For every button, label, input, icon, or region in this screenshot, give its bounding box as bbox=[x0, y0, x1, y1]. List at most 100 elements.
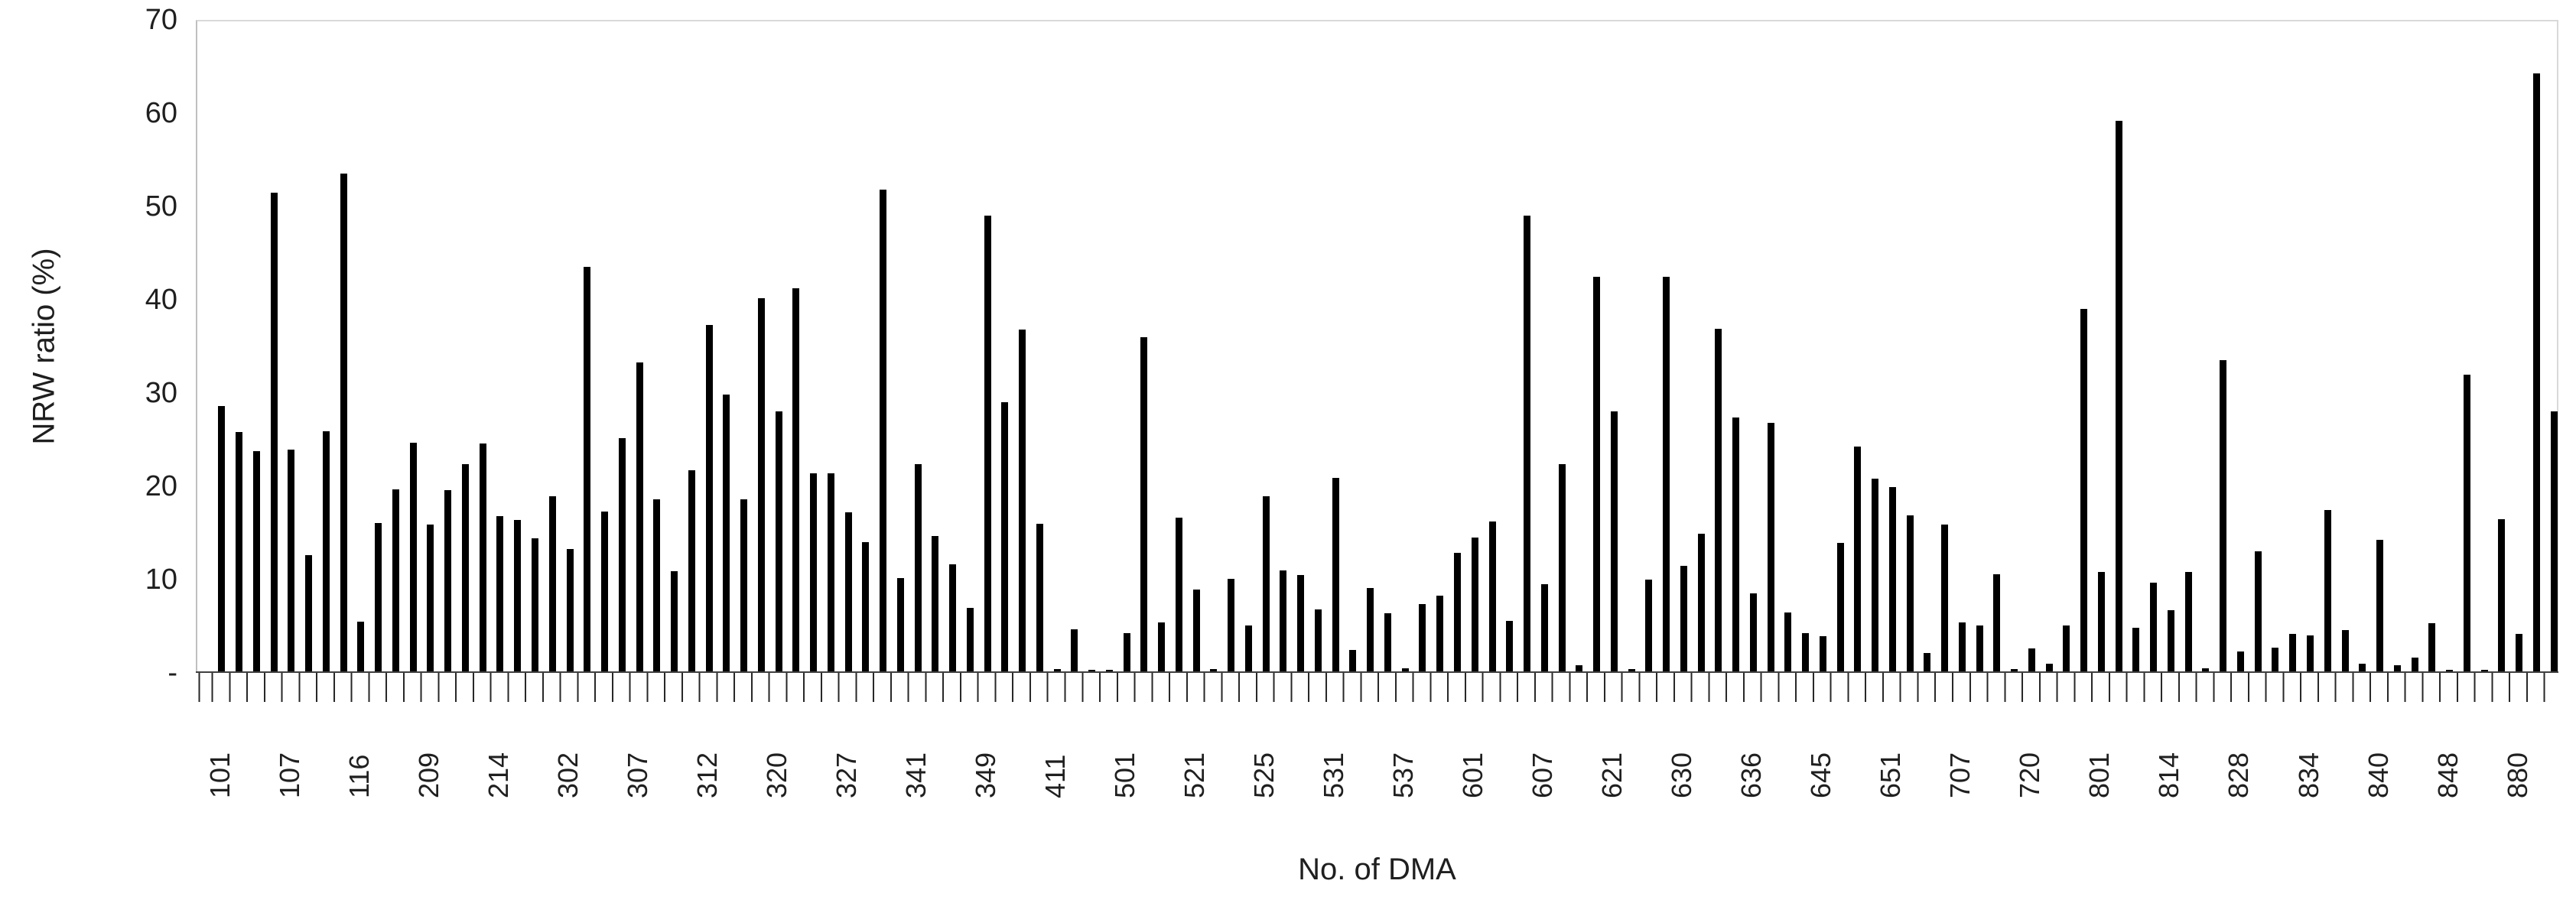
bar bbox=[2307, 635, 2314, 673]
bar bbox=[236, 432, 243, 673]
bar bbox=[636, 362, 643, 673]
bar bbox=[1645, 580, 1653, 673]
bar bbox=[2428, 623, 2436, 673]
x-axis-tick-marks bbox=[196, 673, 2558, 702]
bar bbox=[1576, 665, 1583, 673]
bar bbox=[966, 607, 974, 673]
bar bbox=[1349, 649, 1357, 673]
bar bbox=[2150, 582, 2158, 673]
bar bbox=[2097, 572, 2105, 673]
bar bbox=[827, 473, 834, 673]
bar bbox=[548, 496, 556, 673]
bar bbox=[1524, 216, 1531, 673]
bar bbox=[2411, 658, 2418, 673]
x-tick-label: 525 bbox=[1248, 752, 1280, 798]
bar bbox=[1401, 668, 1409, 673]
bar bbox=[340, 174, 347, 673]
x-tick-label: 341 bbox=[900, 752, 932, 798]
x-tick-label: 840 bbox=[2362, 752, 2394, 798]
bar bbox=[1924, 653, 1931, 673]
bar bbox=[1436, 595, 1444, 673]
bar bbox=[653, 499, 661, 673]
bar bbox=[1001, 402, 1009, 673]
y-tick-label: 60 bbox=[145, 97, 177, 129]
bar bbox=[757, 297, 765, 673]
bar bbox=[2498, 518, 2506, 673]
x-tick-label: 630 bbox=[1666, 752, 1698, 798]
bar bbox=[2341, 629, 2349, 673]
bar bbox=[2463, 374, 2470, 673]
bar bbox=[1454, 552, 1461, 673]
bar bbox=[1872, 479, 1879, 673]
bar bbox=[896, 577, 904, 673]
bar bbox=[688, 470, 695, 673]
bar bbox=[914, 463, 922, 673]
y-tick-label: 70 bbox=[145, 4, 177, 36]
x-tick-label: 814 bbox=[2153, 752, 2185, 798]
bar bbox=[1297, 574, 1305, 673]
bar bbox=[1663, 276, 1670, 673]
bar bbox=[392, 489, 399, 673]
x-tick-label: 501 bbox=[1109, 752, 1141, 798]
x-tick-label: 101 bbox=[203, 752, 236, 798]
x-tick-label: 521 bbox=[1179, 752, 1211, 798]
bar bbox=[409, 442, 417, 673]
bar bbox=[2393, 665, 2401, 673]
bar bbox=[514, 519, 522, 673]
bar bbox=[2080, 309, 2088, 673]
bar bbox=[2167, 610, 2174, 673]
bar bbox=[1036, 523, 1043, 673]
x-tick-label: 349 bbox=[970, 752, 1002, 798]
bar bbox=[531, 538, 538, 673]
x-tick-label: 214 bbox=[482, 752, 514, 798]
x-tick-label: 302 bbox=[552, 752, 584, 798]
bar bbox=[1888, 487, 1896, 673]
bar bbox=[844, 512, 852, 673]
bar bbox=[1680, 565, 1687, 673]
bar bbox=[705, 324, 713, 673]
bar bbox=[1367, 587, 1374, 673]
bar bbox=[2359, 663, 2366, 673]
bar bbox=[2011, 669, 2018, 673]
bar bbox=[1697, 534, 1705, 673]
bar bbox=[1836, 543, 1844, 673]
y-tick-label: 20 bbox=[145, 470, 177, 502]
bar bbox=[1958, 622, 1966, 673]
bar bbox=[252, 450, 260, 673]
x-tick-label: 707 bbox=[1944, 752, 1976, 798]
bar bbox=[2516, 633, 2523, 673]
bar bbox=[723, 395, 730, 673]
bar bbox=[1558, 463, 1566, 673]
bar bbox=[2184, 572, 2192, 673]
bar bbox=[601, 511, 608, 673]
bar bbox=[1906, 515, 1914, 673]
bar bbox=[1123, 632, 1130, 673]
bar bbox=[984, 216, 991, 673]
bar bbox=[444, 489, 452, 673]
bar bbox=[1053, 669, 1061, 673]
x-tick-label: 651 bbox=[1875, 752, 1907, 798]
x-tick-label: 531 bbox=[1318, 752, 1350, 798]
bar bbox=[2254, 551, 2262, 673]
bar bbox=[1593, 276, 1601, 673]
bar bbox=[218, 406, 226, 673]
x-tick-label: 720 bbox=[2014, 752, 2046, 798]
x-axis-line bbox=[196, 671, 2558, 673]
bar bbox=[932, 535, 939, 673]
bar bbox=[2220, 360, 2227, 673]
bar bbox=[2063, 625, 2070, 673]
bar bbox=[1280, 570, 1287, 673]
x-tick-label: 834 bbox=[2292, 752, 2324, 798]
x-tick-label: 848 bbox=[2431, 752, 2464, 798]
bar bbox=[2132, 628, 2140, 673]
x-tick-label: 607 bbox=[1527, 752, 1559, 798]
bar bbox=[461, 463, 469, 673]
bar bbox=[479, 443, 486, 673]
bar bbox=[2272, 648, 2279, 673]
bar bbox=[862, 542, 870, 673]
bar bbox=[740, 499, 748, 673]
bar bbox=[357, 621, 365, 673]
bar bbox=[1384, 612, 1391, 673]
bar bbox=[305, 555, 313, 673]
